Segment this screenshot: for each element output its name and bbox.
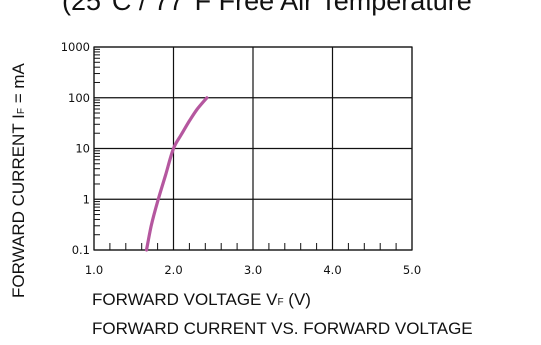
y-axis-title-main: FORWARD CURRENT I xyxy=(9,114,28,298)
y-tick-label: 1000 xyxy=(61,40,90,54)
y-axis-title-subscript: F xyxy=(16,108,27,114)
x-axis-title: FORWARD VOLTAGE VF (V) xyxy=(92,290,311,309)
x-tick-label: 2.0 xyxy=(164,263,182,277)
y-tick-label: 0.1 xyxy=(72,243,90,257)
y-axis-title: FORWARD CURRENT IF = mA xyxy=(9,62,28,298)
x-tick-label: 5.0 xyxy=(403,263,421,277)
x-tick-label: 1.0 xyxy=(85,263,103,277)
grid xyxy=(93,46,413,251)
x-axis-title-main: FORWARD VOLTAGE V xyxy=(92,290,278,309)
y-tick-label: 1 xyxy=(83,192,90,206)
x-tick-label: 4.0 xyxy=(323,263,341,277)
chart-caption: FORWARD CURRENT VS. FORWARD VOLTAGE xyxy=(92,319,473,338)
x-axis-title-subscript: F xyxy=(277,297,283,308)
y-tick-label: 100 xyxy=(68,91,90,105)
x-tick-labels: 1.0 2.0 3.0 4.0 5.0 xyxy=(85,263,421,277)
series-layer xyxy=(144,96,209,252)
y-axis-title-suffix: = mA xyxy=(9,62,28,108)
y-tick-label: 10 xyxy=(75,142,90,156)
chart-title: (25°C / 77°F Free Air Temperature xyxy=(62,0,472,16)
x-tick-label: 3.0 xyxy=(244,263,262,277)
series-line-0 xyxy=(144,96,209,252)
y-tick-labels: 0.1 1 10 100 1000 xyxy=(61,40,90,257)
x-axis-title-suffix: (V) xyxy=(284,290,311,309)
plot-frame xyxy=(93,46,413,251)
minor-ticks xyxy=(94,48,397,250)
